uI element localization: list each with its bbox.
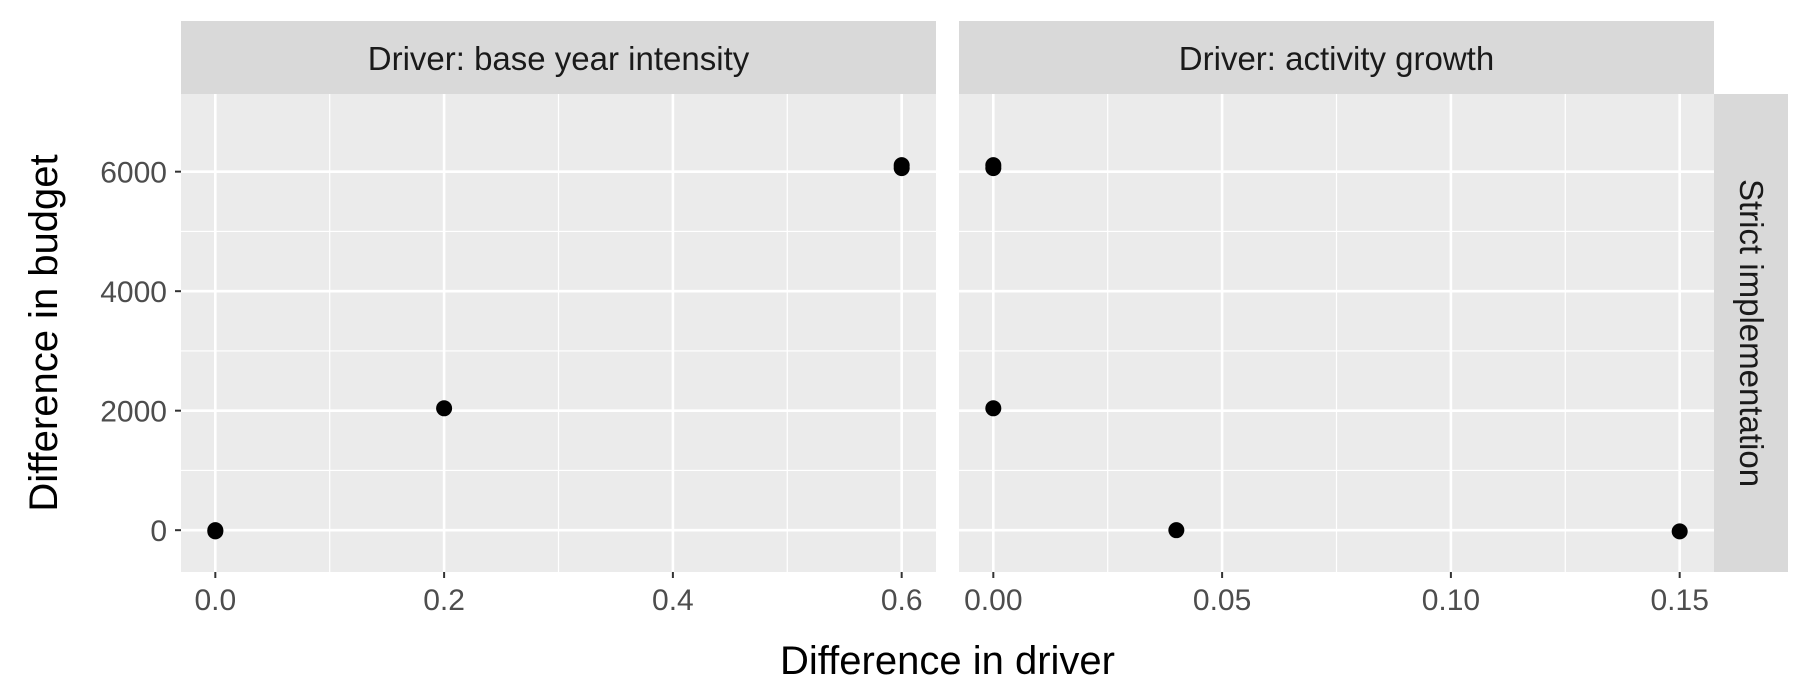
row-strip-label: Strict implementation [1733,179,1770,487]
x-tick-label: 0.2 [423,584,465,617]
y-axis-title: Difference in budget [22,154,66,511]
strip-label: Driver: base year intensity [368,40,750,77]
panel-activity-growth: Driver: activity growth 0.00 0.05 0.10 0.15 [959,21,1714,617]
strip-label: Driver: activity growth [1179,40,1494,77]
x-tick-label: 0.4 [652,584,694,617]
row-strip-background [1714,94,1788,572]
x-tick-label: 0.10 [1422,584,1480,617]
x-axis-title: Difference in driver [780,639,1115,681]
panel-points [207,157,910,540]
x-tick-label: 0.00 [964,584,1022,617]
data-point [436,400,453,417]
strip-background [959,21,1714,94]
x-tick-label: 0.0 [194,584,236,617]
data-point [207,523,224,540]
y-axis-ticks: 0 2000 4000 6000 [100,157,181,548]
data-point [985,157,1002,174]
y-tick-label: 2000 [100,396,167,429]
y-tick-label: 4000 [100,276,167,309]
panel-points [985,157,1688,540]
strip-background [181,21,936,94]
panel-base-year-intensity: Driver: base year intensity 0.0 0.2 0.4 0.6 [181,21,936,617]
panel-grid [959,94,1714,572]
x-tick-label: 0.6 [881,584,923,617]
data-point [1671,523,1688,540]
row-strip: Strict implementation [1714,94,1788,572]
data-point [893,157,910,174]
x-axis-ticks: 0.00 0.05 0.10 0.15 [964,572,1709,617]
y-tick-label: 0 [150,515,167,548]
y-tick-label: 6000 [100,157,167,190]
data-point [1168,522,1185,539]
panel-grid [181,94,936,572]
x-axis-ticks: 0.0 0.2 0.4 0.6 [194,572,923,617]
x-tick-label: 0.05 [1193,584,1251,617]
data-point [985,400,1002,417]
x-tick-label: 0.15 [1650,584,1708,617]
